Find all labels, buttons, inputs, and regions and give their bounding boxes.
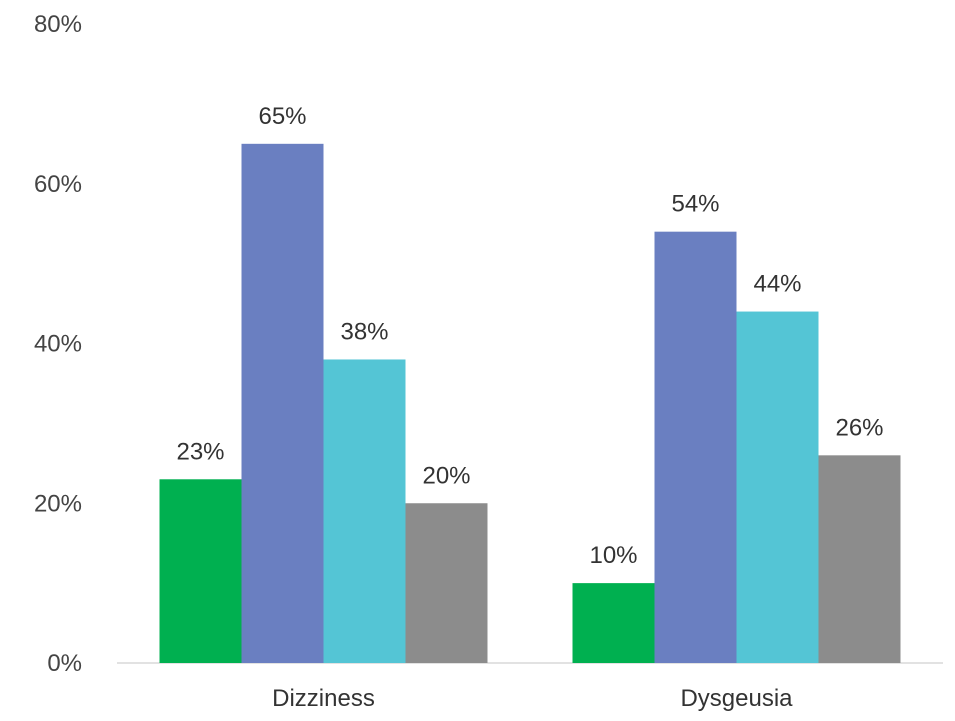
y-tick-label: 20% bbox=[34, 490, 82, 517]
data-label: 20% bbox=[422, 462, 470, 489]
bar-dizziness-series-4 bbox=[405, 503, 488, 663]
data-label: 54% bbox=[671, 191, 719, 218]
data-label: 23% bbox=[176, 438, 224, 465]
data-label: 65% bbox=[258, 103, 306, 130]
x-category-label: Dysgeusia bbox=[680, 685, 793, 712]
y-tick-label: 40% bbox=[34, 331, 82, 358]
bar-dysgeusia-series-2 bbox=[654, 231, 737, 664]
y-tick-label: 80% bbox=[34, 11, 82, 38]
data-label: 44% bbox=[753, 271, 801, 298]
x-axis: Dizziness Dysgeusia bbox=[272, 685, 793, 712]
y-axis: 0% 20% 40% 60% 80% bbox=[34, 11, 82, 677]
data-label: 26% bbox=[835, 414, 883, 441]
y-tick-label: 0% bbox=[47, 650, 82, 677]
data-label: 10% bbox=[589, 542, 637, 569]
bar-dizziness-series-2 bbox=[241, 143, 324, 663]
bars: 23% 65% 38% 20% 10% 54% 44% 26% bbox=[159, 103, 901, 664]
bar-dizziness-series-3 bbox=[323, 359, 406, 663]
data-label: 38% bbox=[340, 318, 388, 345]
bar-dysgeusia-series-4 bbox=[818, 455, 901, 663]
x-category-label: Dizziness bbox=[272, 685, 375, 712]
y-tick-label: 60% bbox=[34, 171, 82, 198]
bar-dizziness-series-1 bbox=[159, 479, 242, 663]
bar-dysgeusia-series-3 bbox=[736, 311, 819, 663]
bar-dysgeusia-series-1 bbox=[572, 583, 655, 663]
